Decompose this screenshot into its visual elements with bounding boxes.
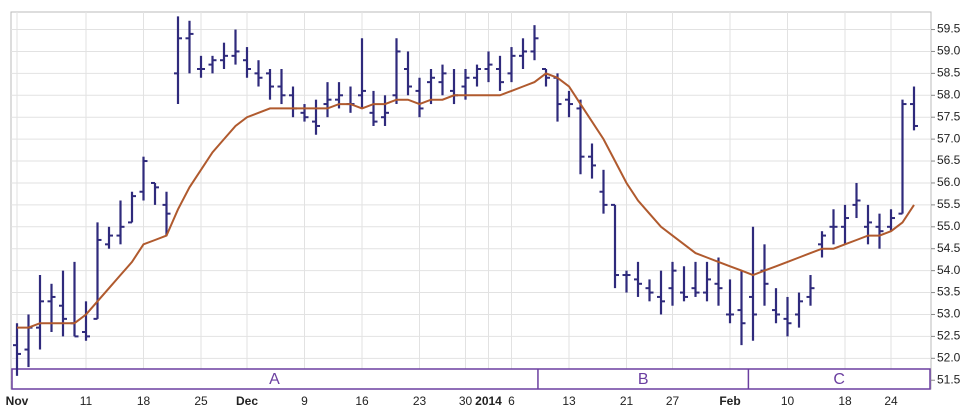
y-tick-label: 52.5 (937, 329, 961, 343)
y-tick-label: 55.5 (937, 197, 961, 211)
x-tick-label: Feb (719, 394, 740, 408)
x-tick-label: 2014 (475, 394, 502, 408)
y-tick-label: 56.5 (937, 153, 961, 167)
x-tick-label: 27 (666, 394, 680, 408)
x-tick-label: 6 (508, 394, 515, 408)
x-tick-label: Nov (6, 394, 29, 408)
annotation-label: A (269, 371, 280, 388)
x-tick-label: 13 (562, 394, 576, 408)
x-tick-label: 30 (459, 394, 473, 408)
annotation-label: B (638, 371, 649, 388)
x-tick-label: Dec (236, 394, 258, 408)
annotation-label: C (833, 371, 845, 388)
y-tick-label: 53.5 (937, 285, 961, 299)
y-tick-label: 51.5 (937, 372, 961, 386)
x-tick-label: 9 (301, 394, 308, 408)
x-tick-label: 16 (355, 394, 369, 408)
x-tick-label: 11 (80, 394, 93, 408)
x-tick-label: 23 (413, 394, 427, 408)
y-tick-label: 56.0 (937, 175, 961, 189)
moving-average-line (17, 72, 915, 329)
y-tick-label: 54.0 (937, 263, 961, 277)
y-tick-label: 58.0 (937, 87, 961, 101)
x-tick-label: 25 (194, 394, 208, 408)
plot-area (10, 11, 932, 390)
y-tick-label: 57.0 (937, 131, 961, 145)
y-tick-label: 52.0 (937, 350, 961, 364)
y-tick-label: 54.5 (937, 241, 961, 255)
x-tick-label: 18 (838, 394, 852, 408)
x-tick-label: 18 (137, 394, 151, 408)
y-tick-label: 59.0 (937, 44, 961, 58)
x-tick-label: 24 (884, 394, 898, 408)
y-tick-label: 53.0 (937, 307, 961, 321)
y-tick-label: 57.5 (937, 109, 961, 123)
annotation-band (11, 368, 931, 390)
y-tick-label: 55.0 (937, 219, 961, 233)
y-tick-label: 59.5 (937, 22, 961, 36)
x-tick-label: 21 (620, 394, 634, 408)
x-tick-label: 10 (781, 394, 795, 408)
y-tick-label: 58.5 (937, 66, 961, 80)
